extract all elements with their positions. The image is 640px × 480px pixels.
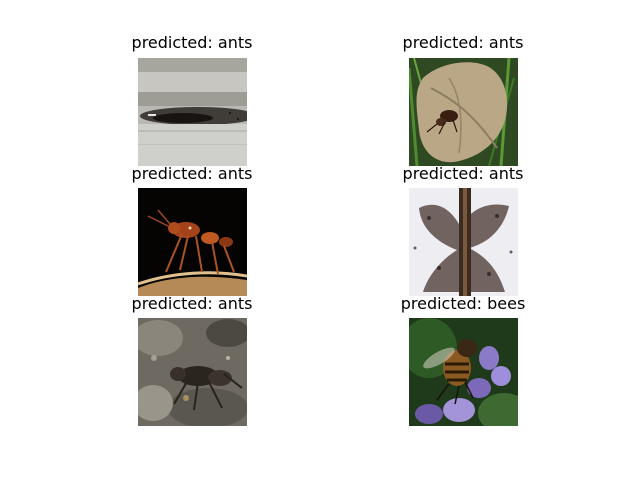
panel-title: predicted: ants xyxy=(402,164,524,183)
panel-title: predicted: bees xyxy=(400,294,526,313)
bee-on-lavender-image xyxy=(409,318,518,426)
panel-title: predicted: ants xyxy=(402,33,524,52)
ant-on-leaf-image xyxy=(409,58,518,166)
red-ants-on-branch-image xyxy=(138,188,247,296)
ant-trail-on-concrete-image xyxy=(138,58,247,166)
panel-title: predicted: ants xyxy=(131,33,253,52)
panel-title: predicted: ants xyxy=(131,294,253,313)
ant-on-rock-image xyxy=(138,318,247,426)
panel-title: predicted: ants xyxy=(131,164,253,183)
ant-swarm-image xyxy=(409,188,518,296)
